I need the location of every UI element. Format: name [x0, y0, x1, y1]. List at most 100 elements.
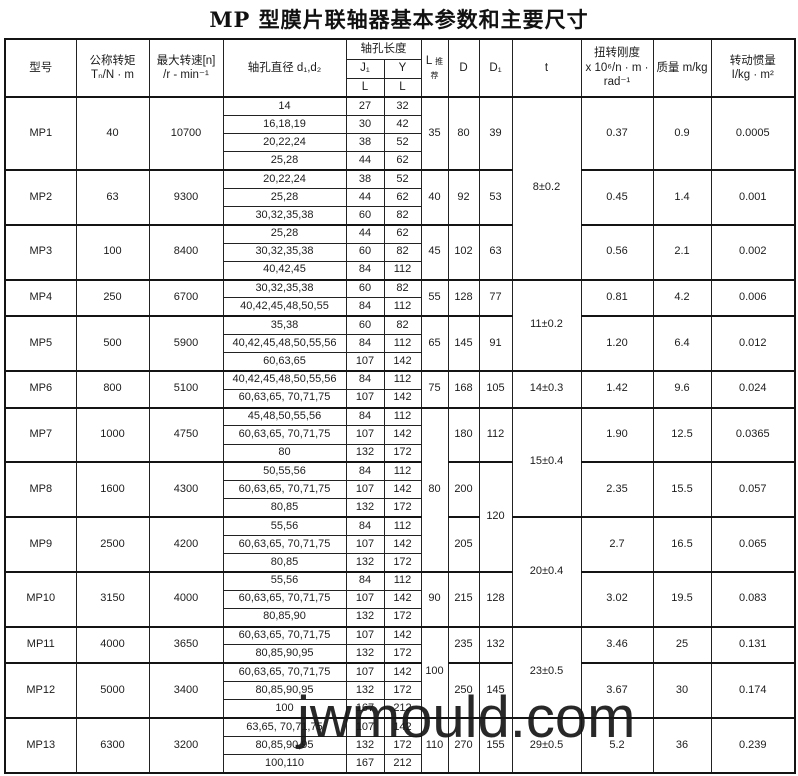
torque-cell: 1600 [75, 461, 150, 518]
col-header-d1: D₁ [478, 38, 513, 98]
j1-length-cell: 84 [345, 333, 385, 354]
inertia-cell: 0.083 [710, 570, 796, 628]
d-cell: 270 [447, 717, 480, 774]
stiffness-cell: 3.67 [580, 662, 654, 719]
j1-length-cell: 107 [345, 589, 385, 609]
bore-diameter-cell: 60,63,65, 70,71,75 [222, 662, 347, 683]
col-header-speed: 最大转速[n] /r - min⁻¹ [148, 38, 224, 98]
d-cell: 80 [447, 95, 480, 171]
mass-cell: 6.4 [652, 315, 712, 372]
model-cell: MP8 [4, 461, 77, 518]
j1-length-cell: 107 [345, 625, 385, 646]
y-length-cell: 142 [383, 425, 422, 445]
l-recommended-cell: 90 [420, 570, 449, 628]
speed-cell: 4750 [148, 406, 224, 463]
model-cell: MP10 [4, 570, 77, 628]
torque-cell: 2500 [75, 516, 150, 573]
l-recommended-cell: 35 [420, 95, 449, 171]
inertia-cell: 0.057 [710, 461, 796, 518]
inertia-cell: 0.239 [710, 717, 796, 774]
stiffness-cell: 5.2 [580, 717, 654, 774]
bore-diameter-cell: 25,28 [222, 223, 347, 244]
table-row: 40,42,45,48,50,55,56 84 112 [5, 333, 795, 354]
table-row: MP2 63 9300 20,22,24 38 52 40 92 53 0.45 1.4 0.001 [4, 169, 796, 226]
bore-diameter-cell: 40,42,45 [222, 260, 347, 281]
bore-diameter-cell: 80,85,90,95 [222, 735, 347, 756]
l-recommended-cell: 55 [420, 278, 449, 317]
table-row: 30,32,35,38 60 82 [5, 206, 795, 226]
model-cell: MP2 [4, 169, 77, 226]
d-cell: 250 [447, 662, 480, 719]
col-header-bore-diameter: 轴孔直径 d₁,d₂ [222, 38, 347, 98]
stiffness-cell: 2.35 [580, 461, 654, 518]
y-length-cell: 62 [383, 187, 422, 208]
d1-cell: 145 [478, 662, 513, 719]
bore-diameter-cell: 60,63,65, 70,71,75 [222, 625, 347, 646]
j1-length-cell: 84 [345, 461, 385, 482]
y-length-cell: 52 [383, 133, 422, 153]
table-row: MP10 3150 4000 55,56 84 112 90 215 128 3.02 19.5 0.… [4, 570, 796, 628]
stiffness-cell: 0.37 [580, 95, 654, 171]
inertia-cell: 0.0365 [710, 406, 796, 463]
mass-cell: 36 [652, 717, 712, 774]
bore-diameter-cell: 55,56 [222, 516, 347, 536]
table-row: 30,32,35,38 60 82 [5, 242, 795, 262]
model-cell: MP11 [4, 625, 77, 664]
y-length-cell: 142 [383, 388, 422, 409]
bore-diameter-cell: 30,32,35,38 [222, 206, 347, 226]
table-row: MP6 800 5100 40,42,45,48,50,55,56 84 112 75 168… [4, 369, 796, 409]
d1-cell: 155 [478, 717, 513, 774]
j1-length-cell: 132 [345, 607, 385, 628]
bore-diameter-cell: 40,42,45,48,50,55,56 [222, 369, 347, 390]
y-length-cell: 142 [383, 662, 422, 683]
bore-diameter-cell: 30,32,35,38 [222, 278, 347, 299]
stiffness-cell: 2.7 [580, 516, 654, 573]
model-cell: MP13 [4, 717, 77, 774]
bore-diameter-cell: 63,65, 70,71,75 [222, 717, 347, 737]
y-length-cell: 142 [383, 589, 422, 609]
speed-cell: 4300 [148, 461, 224, 518]
j1-length-cell: 107 [345, 425, 385, 445]
y-length-cell: 142 [383, 534, 422, 555]
y-length-cell: 112 [383, 570, 422, 591]
table-row: 16,18,19 30 42 [5, 114, 795, 135]
col-header-y-l: L [383, 77, 422, 98]
table-row: MP8 1600 4300 50,55,56 84 112 200 120 2.35 15.5 0.… [4, 461, 796, 573]
torque-cell: 6300 [75, 717, 150, 774]
bore-diameter-cell: 45,48,50,55,56 [222, 406, 347, 427]
table-row: MP11 4000 3650 60,63,65, 70,71,75 107 142 100 2… [4, 625, 796, 719]
bore-diameter-cell: 55,56 [222, 570, 347, 591]
l-recommended-cell: 100 [420, 625, 449, 719]
torque-cell: 40 [75, 95, 150, 171]
inertia-cell: 0.0005 [710, 95, 796, 171]
torque-cell: 500 [75, 315, 150, 372]
stiffness-cell: 3.46 [580, 625, 654, 664]
table-row: MP12 5000 3400 60,63,65, 70,71,75 107 142 250 1… [4, 662, 796, 719]
col-header-model: 型号 [4, 38, 77, 98]
y-length-cell: 142 [383, 717, 422, 737]
j1-length-cell: 84 [345, 570, 385, 591]
inertia-cell: 0.012 [710, 315, 796, 372]
j1-length-cell: 107 [345, 717, 385, 737]
table-row: 80,85,90 132 172 [5, 607, 795, 628]
table-row: MP13 6300 3200 63,65, 70,71,75 107 142 110 270 1… [4, 717, 796, 774]
mass-cell: 4.2 [652, 278, 712, 317]
torque-cell: 3150 [75, 570, 150, 628]
j1-length-cell: 107 [345, 534, 385, 555]
d-cell: 215 [447, 570, 480, 628]
y-length-cell: 142 [383, 625, 422, 646]
col-header-j1: J₁ [345, 58, 385, 79]
bore-diameter-cell: 14 [222, 95, 347, 116]
stiffness-cell: 0.81 [580, 278, 654, 317]
y-length-cell: 32 [383, 95, 422, 116]
y-length-cell: 112 [383, 461, 422, 482]
y-length-cell: 82 [383, 315, 422, 335]
bore-diameter-cell: 60,63,65 [222, 352, 347, 372]
y-length-cell: 112 [383, 516, 422, 536]
j1-length-cell: 44 [345, 151, 385, 171]
speed-cell: 10700 [148, 95, 224, 171]
y-length-cell: 42 [383, 114, 422, 135]
y-length-cell: 112 [383, 260, 422, 281]
y-length-cell: 82 [383, 278, 422, 299]
table-row: MP1 40 10700 14 27 32 35 80 39 8±0.2 0.37 0.9 0.0005 [4, 95, 796, 281]
